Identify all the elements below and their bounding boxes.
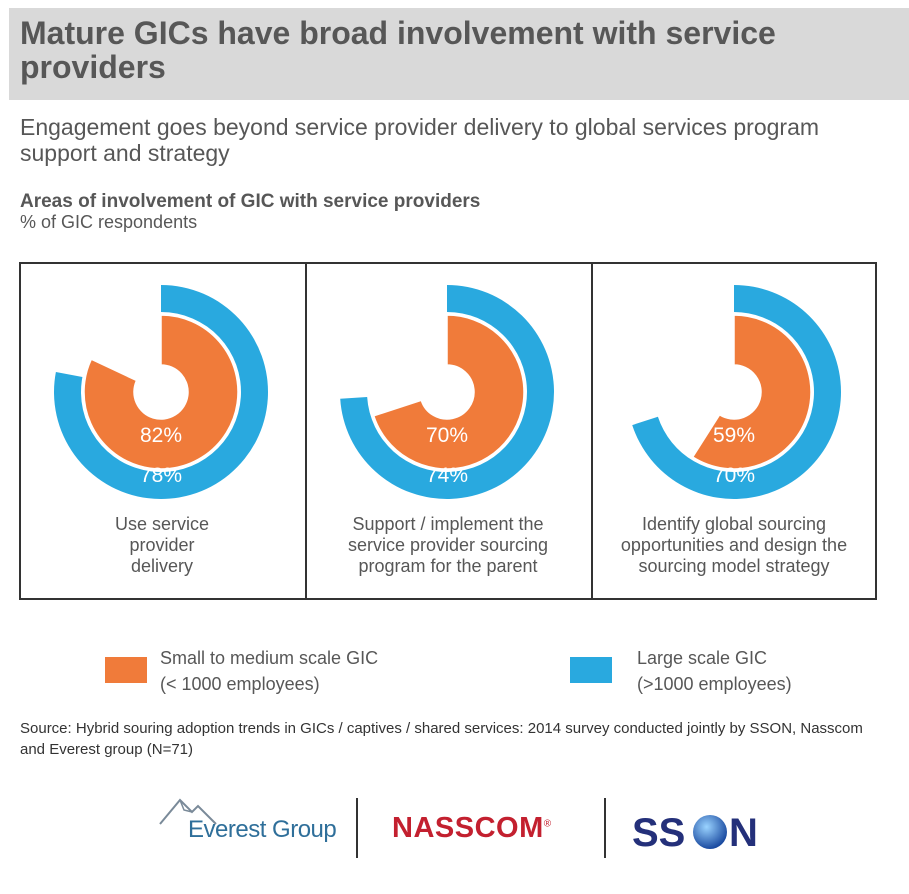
donut-svg: 59% 70% — [632, 285, 841, 499]
nasscom-logo: NASSCOM® — [392, 812, 552, 845]
page-title: Mature GICs have broad involvement with … — [20, 15, 776, 85]
legend-swatch-large — [570, 657, 612, 683]
panel-label-line: opportunities and design the — [620, 535, 848, 555]
panel-label-line: Support / implement the — [352, 514, 544, 534]
registered-mark: ® — [543, 818, 552, 830]
legend-line: (>1000 employees) — [637, 674, 792, 694]
panel-label: Use service provider delivery — [27, 514, 297, 577]
outer-value-label: 78% — [140, 464, 182, 487]
everest-group-wordmark: Everest Group — [188, 816, 337, 843]
donut-svg: 82% 78% — [53, 285, 268, 500]
legend-swatch-small — [105, 657, 147, 683]
donut-svg: 70% 74% — [340, 285, 554, 499]
globe-icon — [693, 815, 727, 849]
sson-letter-right: N — [729, 811, 758, 854]
legend-line: Large scale GIC — [637, 648, 768, 668]
outer-value-label: 74% — [426, 464, 468, 487]
inner-ring-arc — [372, 314, 525, 470]
inner-ring-arc — [83, 314, 239, 470]
logo-divider — [356, 798, 358, 858]
inner-ring-arc — [691, 314, 812, 470]
donut-chart-delivery: 82% 78% — [51, 282, 271, 502]
nasscom-wordmark: NASSCOM — [392, 812, 544, 844]
panel-label-line: provider — [129, 535, 195, 555]
sson-logo: SS N — [632, 811, 758, 854]
legend-line: Small to medium scale GIC — [160, 648, 379, 668]
legend-label-large: Large scale GIC (>1000 employees) — [637, 645, 792, 697]
page-subtitle: Engagement goes beyond service provider … — [20, 114, 820, 166]
panel-label: Support / implement the service provider… — [313, 514, 583, 577]
logo-divider — [604, 798, 606, 858]
chart-subtitle: % of GIC respondents — [20, 212, 198, 232]
inner-value-label: 70% — [426, 424, 468, 447]
panel-divider — [305, 264, 307, 598]
legend-line: (< 1000 employees) — [160, 674, 320, 694]
panel-label-line: program for the parent — [358, 556, 538, 576]
everest-group-logo: Everest Group — [158, 796, 338, 848]
sson-letters-left: SS — [632, 811, 685, 854]
panel-label: Identify global sourcing opportunities a… — [599, 514, 869, 577]
chart-title: Areas of involvement of GIC with service… — [20, 191, 481, 212]
title-banner: Mature GICs have broad involvement with … — [9, 8, 909, 100]
panel-label-line: delivery — [130, 556, 194, 576]
panel-label-line: Use service — [114, 514, 210, 534]
outer-value-label: 70% — [713, 464, 755, 487]
inner-value-label: 82% — [140, 424, 182, 447]
donut-chart-sourcing-strategy: 59% 70% — [624, 282, 844, 502]
inner-value-label: 59% — [713, 424, 755, 447]
panel-divider — [591, 264, 593, 598]
legend-label-small: Small to medium scale GIC (< 1000 employ… — [160, 645, 378, 697]
donut-chart-sourcing-program: 70% 74% — [337, 282, 557, 502]
panel-label-line: Identify global sourcing — [641, 514, 827, 534]
source-note: Source: Hybrid souring adoption trends i… — [20, 720, 863, 758]
panel-label-line: service provider sourcing — [347, 535, 549, 555]
mountain-icon — [159, 798, 217, 825]
chart-panels: 82% 78% 70% 74% 59% 70% Use service provide… — [19, 262, 877, 600]
panel-label-line: sourcing model strategy — [638, 556, 830, 576]
